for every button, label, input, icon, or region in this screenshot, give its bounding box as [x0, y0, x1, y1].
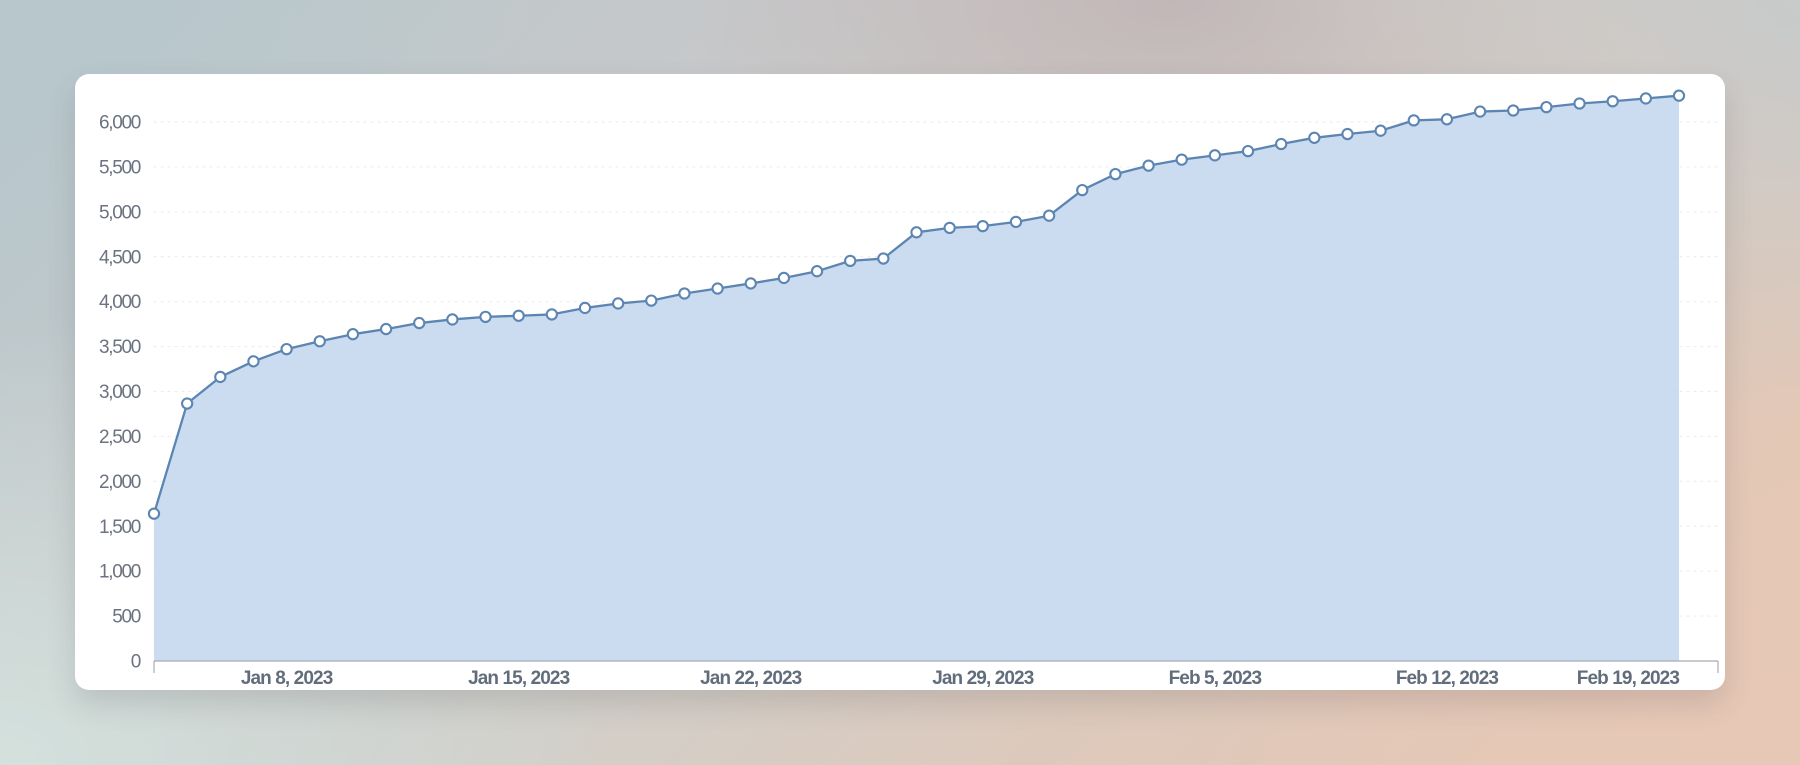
svg-text:Jan 29, 2023: Jan 29, 2023: [932, 668, 1034, 689]
svg-text:0: 0: [131, 652, 141, 673]
svg-text:Jan 15, 2023: Jan 15, 2023: [468, 668, 570, 689]
svg-text:Feb 19, 2023: Feb 19, 2023: [1577, 668, 1680, 689]
svg-text:3,500: 3,500: [99, 337, 141, 358]
svg-text:6,000: 6,000: [99, 113, 141, 134]
svg-text:Feb 5, 2023: Feb 5, 2023: [1169, 668, 1262, 689]
svg-text:4,500: 4,500: [99, 247, 141, 268]
svg-text:4,000: 4,000: [99, 292, 141, 313]
svg-text:2,500: 2,500: [99, 427, 141, 448]
svg-text:1,500: 1,500: [99, 517, 141, 538]
svg-text:500: 500: [112, 607, 141, 628]
svg-text:1,000: 1,000: [99, 562, 141, 583]
svg-text:Feb 12, 2023: Feb 12, 2023: [1396, 668, 1499, 689]
svg-text:Jan 8, 2023: Jan 8, 2023: [241, 668, 333, 689]
svg-text:3,000: 3,000: [99, 382, 141, 403]
svg-text:2,000: 2,000: [99, 472, 141, 493]
svg-text:5,500: 5,500: [99, 157, 141, 178]
svg-text:5,000: 5,000: [99, 202, 141, 223]
svg-text:Jan 22, 2023: Jan 22, 2023: [700, 668, 802, 689]
